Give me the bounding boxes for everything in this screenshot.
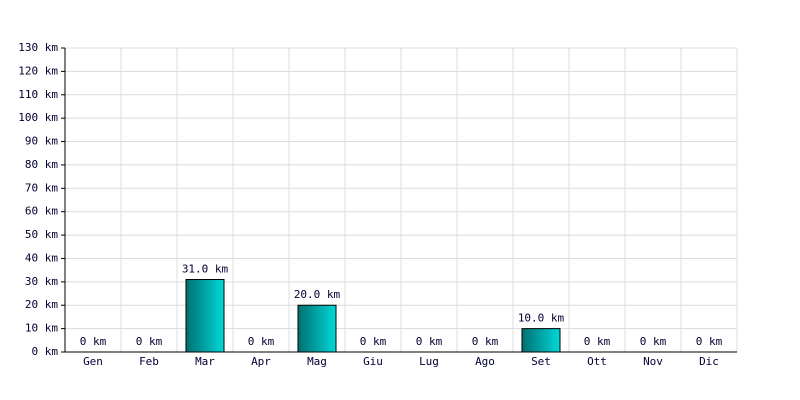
y-tick-label: 40 km bbox=[25, 251, 58, 264]
y-tick-label: 110 km bbox=[18, 88, 58, 101]
value-label: 0 km bbox=[80, 335, 107, 348]
value-label: 31.0 km bbox=[182, 263, 229, 276]
x-tick-label: Mag bbox=[307, 355, 327, 368]
value-label: 0 km bbox=[696, 335, 723, 348]
value-label: 0 km bbox=[360, 335, 387, 348]
value-label: 0 km bbox=[640, 335, 667, 348]
y-tick-label: 70 km bbox=[25, 181, 58, 194]
y-tick-label: 80 km bbox=[25, 158, 58, 171]
x-tick-label: Giu bbox=[363, 355, 383, 368]
y-tick-label: 20 km bbox=[25, 298, 58, 311]
x-tick-label: Feb bbox=[139, 355, 159, 368]
x-tick-label: Ott bbox=[587, 355, 607, 368]
value-label: 0 km bbox=[472, 335, 499, 348]
y-tick-label: 60 km bbox=[25, 205, 58, 218]
x-tick-label: Nov bbox=[643, 355, 663, 368]
value-label: 20.0 km bbox=[294, 288, 341, 301]
value-label: 0 km bbox=[416, 335, 443, 348]
bar bbox=[521, 328, 561, 353]
x-tick-label: Set bbox=[531, 355, 551, 368]
x-tick-label: Dic bbox=[699, 355, 719, 368]
y-tick-label: 0 km bbox=[32, 345, 59, 358]
x-tick-label: Ago bbox=[475, 355, 495, 368]
bar bbox=[185, 279, 225, 353]
y-tick-label: 30 km bbox=[25, 275, 58, 288]
y-tick-label: 130 km bbox=[18, 41, 58, 54]
value-label: 10.0 km bbox=[518, 312, 565, 325]
x-tick-label: Mar bbox=[195, 355, 215, 368]
y-tick-label: 100 km bbox=[18, 111, 58, 124]
bar bbox=[297, 304, 337, 353]
x-tick-label: Gen bbox=[83, 355, 103, 368]
y-tick-label: 10 km bbox=[25, 322, 58, 335]
x-tick-label: Apr bbox=[251, 355, 271, 368]
y-tick-label: 90 km bbox=[25, 135, 58, 148]
value-label: 0 km bbox=[584, 335, 611, 348]
value-label: 0 km bbox=[136, 335, 163, 348]
x-tick-label: Lug bbox=[419, 355, 439, 368]
y-tick-label: 120 km bbox=[18, 64, 58, 77]
y-tick-label: 50 km bbox=[25, 228, 58, 241]
value-label: 0 km bbox=[248, 335, 275, 348]
